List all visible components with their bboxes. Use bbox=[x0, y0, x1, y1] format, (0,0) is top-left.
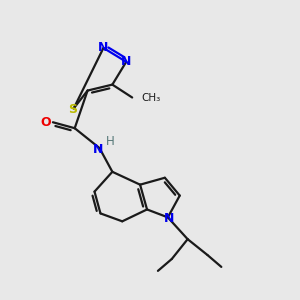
Text: N: N bbox=[164, 212, 174, 225]
Text: N: N bbox=[98, 41, 109, 55]
Text: N: N bbox=[93, 142, 104, 155]
Text: S: S bbox=[68, 103, 77, 116]
Text: H: H bbox=[106, 135, 115, 148]
Text: O: O bbox=[41, 116, 51, 129]
Text: N: N bbox=[121, 55, 131, 68]
Text: CH₃: CH₃ bbox=[141, 94, 160, 103]
